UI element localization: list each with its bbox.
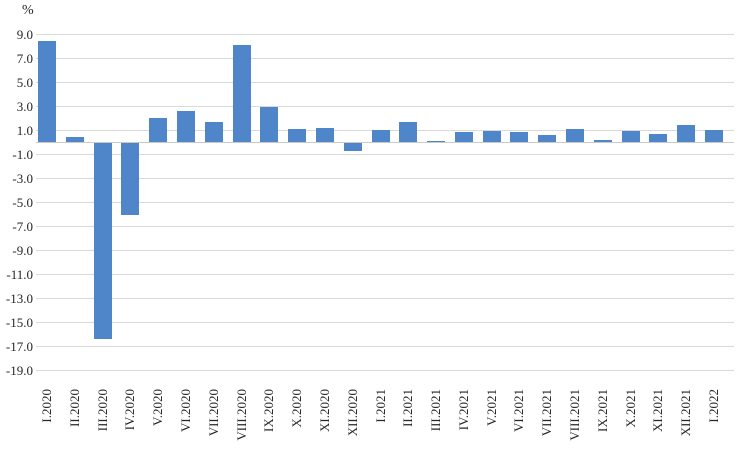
x-axis-category-label: I.2020 <box>39 389 54 423</box>
bar <box>121 143 140 215</box>
x-axis-category-label: I.2022 <box>706 389 721 423</box>
bar <box>649 133 668 142</box>
bar <box>315 127 334 142</box>
x-axis-line <box>36 142 734 143</box>
bar <box>93 143 112 339</box>
bar <box>399 121 418 142</box>
y-axis-tick-label: 3.0 <box>16 99 33 114</box>
x-axis-category-label: XII.2021 <box>678 389 694 437</box>
gridline <box>36 34 734 35</box>
x-axis-category-label: I.2021 <box>372 389 388 423</box>
bar <box>482 131 501 142</box>
y-axis-unit-label: % <box>22 3 34 18</box>
x-axis-category-label: IV.2020 <box>122 389 138 431</box>
bar <box>566 128 585 142</box>
gridline <box>36 202 734 203</box>
bar <box>288 128 307 142</box>
x-axis-category-label: II.2020 <box>66 389 82 427</box>
bar <box>371 130 390 142</box>
bar <box>427 140 446 142</box>
y-axis-tick-label: -19.0 <box>5 363 33 378</box>
y-axis-tick-label: -17.0 <box>5 339 33 354</box>
y-axis-tick-label: -9.0 <box>12 243 33 258</box>
gridline <box>36 274 734 275</box>
gridline <box>36 58 734 59</box>
x-axis-category-label: VIII.2020 <box>233 389 249 441</box>
gridline <box>36 370 734 371</box>
bar <box>232 44 251 142</box>
x-axis-category-label: XII.2020 <box>344 389 360 437</box>
gridline <box>36 346 734 347</box>
y-axis-tick-label: 9.0 <box>16 27 33 42</box>
gridline <box>36 322 734 323</box>
y-axis-tick-label: 5.0 <box>16 75 33 90</box>
bar <box>38 41 56 142</box>
y-axis-tick-label: -3.0 <box>12 171 33 186</box>
bar <box>621 131 640 142</box>
bar <box>65 137 84 142</box>
y-axis-tick-label: -1.0 <box>12 147 33 162</box>
y-axis-tick-label: -15.0 <box>5 315 33 330</box>
x-axis-category-label: III.2020 <box>94 389 110 432</box>
bar <box>343 143 362 152</box>
x-axis-category-label: XI.2021 <box>650 389 666 432</box>
y-axis-tick-label: -5.0 <box>12 195 33 210</box>
x-axis-category-label: VIII.2021 <box>567 389 583 441</box>
gridline <box>36 82 734 83</box>
bar <box>149 118 168 142</box>
x-axis-category-label: X.2020 <box>289 389 305 428</box>
bar <box>176 110 195 142</box>
x-axis-category-label: VI.2020 <box>177 389 193 432</box>
x-axis-category-label: IX.2021 <box>594 389 610 432</box>
y-axis-tick-label: -11.0 <box>6 267 33 282</box>
x-axis-category-label: V.2020 <box>150 389 166 426</box>
bar <box>204 121 223 142</box>
y-axis-tick-label: -13.0 <box>5 291 33 306</box>
y-axis-tick-label: 1.0 <box>16 123 33 138</box>
gridline <box>36 298 734 299</box>
x-axis-category-label: IX.2020 <box>261 389 277 432</box>
x-axis-category-label: VII.2020 <box>205 389 221 437</box>
bar <box>454 132 473 142</box>
y-axis-tick-label: 7.0 <box>16 51 33 66</box>
y-axis-tick-label: -7.0 <box>12 219 33 234</box>
gridline <box>36 178 734 179</box>
gridline <box>36 106 734 107</box>
x-axis-category-label: VI.2021 <box>511 389 527 432</box>
bar <box>593 139 612 142</box>
x-axis-category-label: IV.2021 <box>455 389 471 431</box>
x-axis-category-label: X.2021 <box>622 389 638 428</box>
bar <box>538 134 557 142</box>
x-axis-category-label: XI.2020 <box>316 389 332 432</box>
x-axis-category-label: II.2021 <box>400 389 416 427</box>
gridline <box>36 250 734 251</box>
gridline <box>36 154 734 155</box>
x-axis-category-label: VII.2021 <box>539 389 555 437</box>
bar <box>510 132 529 142</box>
x-axis-category-label: V.2021 <box>483 389 499 426</box>
bar <box>260 107 279 142</box>
gridline <box>36 226 734 227</box>
bar <box>677 125 696 142</box>
bar <box>705 130 723 142</box>
x-axis-category-label: III.2021 <box>428 389 444 432</box>
